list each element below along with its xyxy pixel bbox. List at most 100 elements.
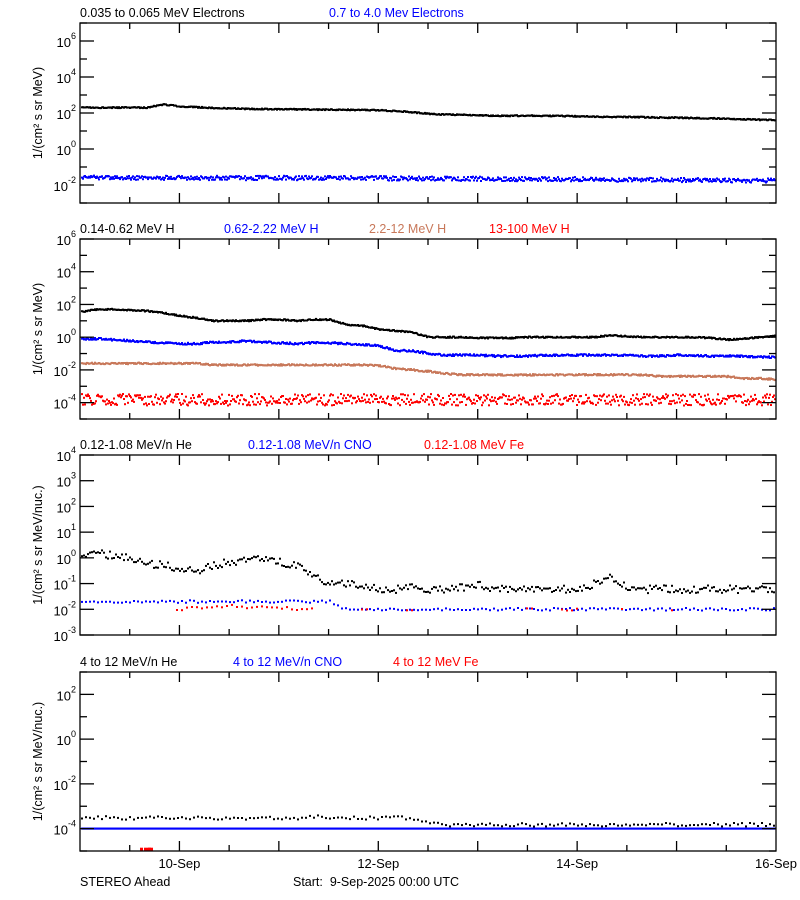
data-point (768, 396, 770, 399)
data-point (340, 175, 342, 178)
data-point (286, 175, 288, 177)
data-point (661, 180, 663, 183)
data-point (645, 373, 647, 376)
data-point (137, 816, 139, 819)
data-point (193, 178, 195, 181)
data-point (524, 400, 526, 403)
data-point (115, 177, 117, 179)
data-point (425, 608, 427, 611)
y-tick-label: 100 (57, 327, 76, 346)
data-point (85, 338, 87, 341)
data-point (509, 180, 511, 182)
data-point (514, 396, 516, 399)
data-point (253, 817, 255, 820)
data-point (680, 177, 682, 179)
data-point (748, 403, 750, 406)
data-point (354, 396, 356, 399)
data-point (189, 401, 191, 404)
data-point (344, 175, 346, 178)
data-point (397, 584, 399, 587)
data-point (223, 402, 225, 405)
data-point (651, 588, 653, 590)
data-point (261, 605, 263, 608)
data-point (379, 396, 381, 399)
data-point (561, 608, 563, 611)
data-point (613, 580, 615, 583)
data-point (177, 817, 179, 819)
data-point (94, 337, 96, 339)
data-point (374, 398, 376, 401)
data-point (395, 176, 397, 178)
data-point (622, 180, 624, 183)
data-point (749, 356, 751, 359)
data-point (605, 402, 607, 405)
data-point (236, 396, 238, 399)
data-point (127, 363, 129, 366)
data-point (205, 564, 207, 567)
data-point (678, 374, 680, 377)
data-point (339, 581, 341, 584)
data-point (422, 352, 424, 355)
panel-3: 0.12-1.08 MeV/n He 0.12-1.08 MeV/n CNO 0.1… (31, 438, 777, 644)
data-point (463, 393, 465, 396)
data-point (451, 355, 453, 357)
data-point (245, 818, 247, 821)
data-point (577, 589, 579, 592)
data-point (307, 394, 309, 397)
data-point (546, 177, 548, 180)
data-point (727, 394, 729, 397)
y-axis-label: 1/(cm² s sr MeV/nuc.) (31, 702, 45, 821)
data-point (281, 600, 283, 603)
data-point (399, 587, 401, 590)
data-point (305, 569, 307, 572)
data-point (207, 398, 209, 401)
data-point (745, 609, 747, 612)
data-point (376, 398, 378, 400)
data-point (127, 401, 129, 404)
data-point (445, 607, 447, 610)
data-point (109, 816, 111, 819)
data-point (218, 176, 220, 179)
data-point (124, 403, 126, 406)
data-point (213, 818, 215, 821)
data-point (230, 400, 232, 402)
data-point (328, 176, 330, 179)
data-point (467, 584, 469, 587)
data-point (155, 393, 157, 396)
data-point (375, 589, 377, 592)
data-point (747, 585, 749, 588)
data-point (677, 353, 679, 356)
data-point (266, 404, 268, 407)
data-point (521, 398, 523, 401)
data-point (239, 399, 241, 402)
data-point (555, 177, 557, 180)
data-point (569, 395, 571, 397)
data-point (287, 176, 289, 179)
data-point (675, 589, 677, 592)
data-point (728, 339, 730, 342)
data-point (105, 815, 107, 818)
data-point (571, 609, 573, 612)
data-point (351, 402, 353, 405)
data-point (556, 393, 558, 396)
data-point (709, 178, 711, 180)
legend-label: 0.035 to 0.065 MeV Electrons (80, 6, 245, 20)
data-point (626, 401, 628, 404)
data-point (81, 393, 83, 396)
data-point (300, 401, 302, 404)
data-point (532, 373, 534, 376)
data-point (472, 402, 474, 404)
data-point (473, 353, 475, 356)
data-point (572, 176, 574, 179)
data-point (302, 177, 304, 180)
data-point (737, 592, 739, 594)
data-point (421, 179, 423, 182)
data-point (387, 589, 389, 592)
data-point (570, 180, 572, 183)
data-point (652, 177, 654, 180)
data-point (166, 396, 168, 399)
data-point (187, 404, 189, 407)
data-point (167, 561, 169, 564)
data-point (565, 591, 567, 594)
legend-label: 0.12-1.08 MeV/n CNO (248, 438, 372, 452)
